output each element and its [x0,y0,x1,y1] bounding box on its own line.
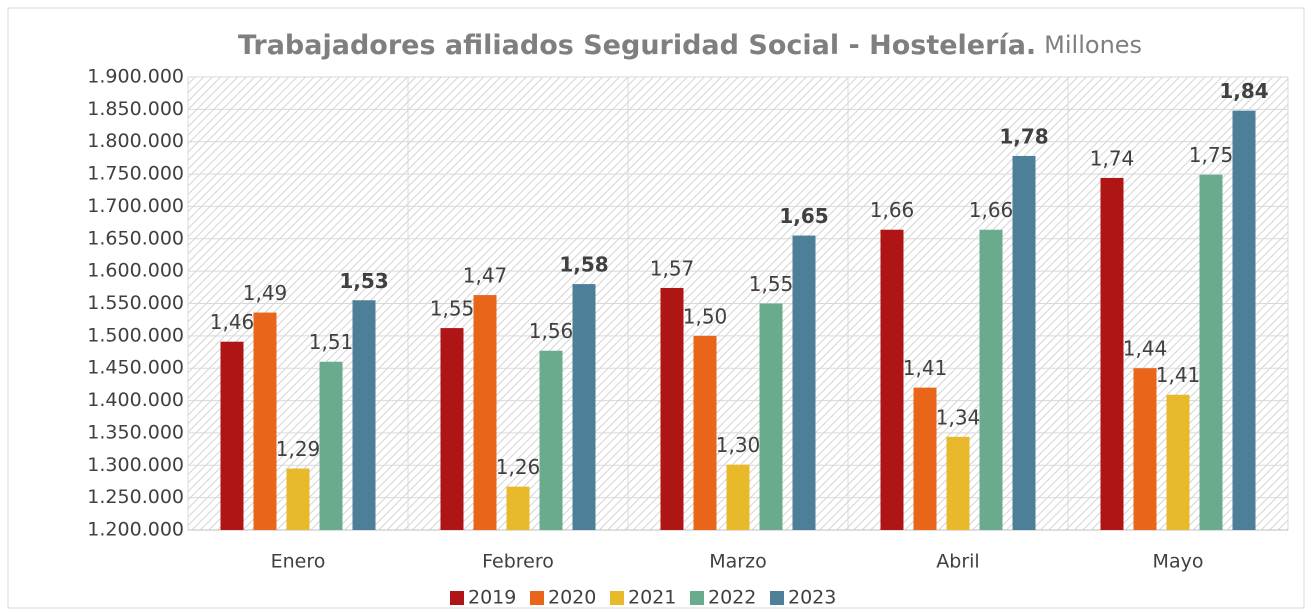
bar [1232,110,1256,530]
y-tick-label: 1.800.000 [87,130,184,152]
data-label: 1,56 [529,319,574,343]
bar [1100,177,1124,530]
y-tick-label: 1.400.000 [87,389,184,411]
data-label: 1,41 [1156,363,1201,387]
bar [286,468,310,530]
y-tick-label: 1.850.000 [87,98,184,120]
bar [1199,174,1223,530]
bar [1166,394,1190,530]
data-label: 1,50 [683,304,728,328]
y-tick-label: 1.900.000 [87,66,184,88]
data-label: 1,58 [559,253,608,277]
chart-title: Trabajadores afiliados Seguridad Social … [238,30,1036,61]
bar [473,295,497,530]
data-label: 1,49 [243,281,288,305]
bar [693,335,717,530]
legend-swatch [450,591,464,605]
bar [880,229,904,530]
x-tick-label: Mayo [1153,551,1204,573]
y-tick-label: 1.600.000 [87,260,184,282]
bar [506,486,530,530]
data-label: 1,74 [1090,146,1135,170]
data-label: 1,75 [1189,143,1234,167]
legend-swatch [690,591,704,605]
data-label: 1,55 [430,297,475,321]
bar [946,436,970,530]
bar [572,284,596,530]
legend-swatch [610,591,624,605]
chart-subtitle: Millones [1044,31,1142,59]
bar [660,287,684,530]
x-tick-label: Marzo [709,551,766,573]
data-label: 1,55 [749,272,794,296]
data-label: 1,30 [716,433,761,457]
bar [539,350,563,530]
data-label: 1,84 [1219,79,1268,103]
y-tick-label: 1.650.000 [87,227,184,249]
data-label: 1,51 [309,330,354,354]
data-label: 1,26 [496,455,541,479]
data-label: 1,53 [339,269,388,293]
bar [352,300,376,530]
bar [220,341,244,530]
data-label: 1,29 [276,437,321,461]
bar [1133,368,1157,530]
x-tick-label: Febrero [482,551,554,573]
y-tick-label: 1.750.000 [87,163,184,185]
y-tick-label: 1.450.000 [87,357,184,379]
bar [913,387,937,530]
bar [253,312,277,530]
bar [726,464,750,530]
y-tick-label: 1.200.000 [87,519,184,541]
data-label: 1,47 [463,264,508,288]
chart-heading: Trabajadores afiliados Seguridad Social … [238,30,1142,61]
data-label: 1,66 [969,198,1014,222]
y-tick-label: 1.550.000 [87,292,184,314]
legend-swatch [530,591,544,605]
legend-label: 2023 [788,587,836,609]
y-tick-label: 1.500.000 [87,324,184,346]
y-tick-label: 1.350.000 [87,421,184,443]
bar [979,229,1003,530]
data-label: 1,57 [650,256,695,280]
bar [759,303,783,530]
legend-label: 2021 [628,587,676,609]
legend-label: 2020 [548,587,596,609]
bar [440,328,464,530]
legend-label: 2022 [708,587,756,609]
legend-label: 2019 [468,587,516,609]
data-label: 1,66 [870,198,915,222]
y-tick-label: 1.700.000 [87,195,184,217]
data-label: 1,34 [936,405,981,429]
data-label: 1,65 [779,204,828,228]
legend-swatch [770,591,784,605]
y-tick-label: 1.250.000 [87,486,184,508]
data-label: 1,46 [210,310,255,334]
data-label: 1,41 [903,356,948,380]
data-label: 1,44 [1123,337,1168,361]
y-tick-label: 1.300.000 [87,454,184,476]
data-label: 1,78 [999,124,1048,148]
bar [792,235,816,531]
x-tick-label: Abril [936,551,979,573]
bar [1012,155,1036,531]
x-tick-label: Enero [271,551,326,573]
bar [319,361,343,530]
